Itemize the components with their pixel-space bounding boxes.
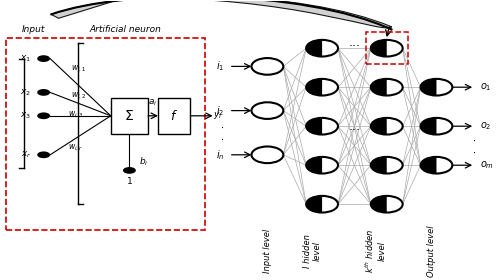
Wedge shape [371, 196, 386, 213]
Text: $w_{i,3}$: $w_{i,3}$ [68, 109, 83, 120]
Circle shape [306, 40, 338, 57]
Circle shape [371, 118, 402, 134]
Text: I hidden
level: I hidden level [302, 234, 322, 268]
Text: $\Sigma$: $\Sigma$ [124, 109, 134, 123]
Text: ...: ... [348, 36, 360, 50]
Text: $o_1$: $o_1$ [480, 81, 492, 93]
Text: $w_{i,r}$: $w_{i,r}$ [68, 143, 82, 153]
Circle shape [371, 79, 402, 95]
Wedge shape [371, 40, 386, 57]
Text: $i_1$: $i_1$ [216, 59, 224, 73]
Circle shape [420, 79, 452, 95]
Text: $x_r$: $x_r$ [20, 150, 31, 160]
Circle shape [420, 118, 452, 134]
Text: ...: ... [348, 120, 360, 133]
Text: $y_i$: $y_i$ [213, 110, 222, 121]
Wedge shape [371, 118, 386, 134]
Text: Input level: Input level [263, 229, 272, 273]
Text: $\cdot$
$\cdot$: $\cdot$ $\cdot$ [220, 122, 224, 144]
Text: $x_3$: $x_3$ [20, 111, 31, 121]
Circle shape [37, 151, 50, 158]
FancyBboxPatch shape [158, 98, 190, 134]
Circle shape [123, 167, 136, 174]
Text: $w_{i,2}$: $w_{i,2}$ [71, 91, 86, 101]
Text: $k^{th}$ hidden
level: $k^{th}$ hidden level [364, 229, 386, 273]
Wedge shape [306, 40, 322, 57]
Wedge shape [306, 157, 322, 174]
Text: $o_m$: $o_m$ [480, 159, 494, 171]
Text: $i_n$: $i_n$ [216, 148, 224, 162]
Text: $o_2$: $o_2$ [480, 120, 491, 132]
Wedge shape [420, 118, 436, 134]
Circle shape [420, 157, 452, 174]
Wedge shape [371, 79, 386, 95]
Text: $f$: $f$ [170, 109, 178, 123]
Wedge shape [306, 118, 322, 134]
Circle shape [252, 58, 284, 75]
Wedge shape [306, 196, 322, 213]
Wedge shape [306, 79, 322, 95]
Circle shape [37, 55, 50, 62]
Circle shape [252, 102, 284, 119]
Text: $w_{i,1}$: $w_{i,1}$ [71, 64, 86, 74]
Text: $x_2$: $x_2$ [20, 87, 31, 98]
Circle shape [306, 196, 338, 213]
Circle shape [306, 157, 338, 174]
Text: Output level: Output level [428, 225, 436, 277]
Text: $a_i$: $a_i$ [148, 97, 158, 108]
Wedge shape [420, 157, 436, 174]
Text: Input: Input [22, 25, 46, 34]
Wedge shape [371, 157, 386, 174]
Circle shape [371, 157, 402, 174]
FancyBboxPatch shape [111, 98, 148, 134]
Circle shape [37, 89, 50, 96]
Circle shape [371, 40, 402, 57]
Circle shape [306, 79, 338, 95]
Text: $b_i$: $b_i$ [140, 155, 149, 167]
Text: $i_2$: $i_2$ [216, 104, 224, 118]
PathPatch shape [51, 0, 392, 28]
Circle shape [371, 196, 402, 213]
Text: $\cdot$
$\cdot$: $\cdot$ $\cdot$ [472, 135, 476, 157]
Text: $x_1$: $x_1$ [20, 53, 31, 64]
Circle shape [306, 118, 338, 134]
Wedge shape [420, 79, 436, 95]
Text: $1$: $1$ [126, 175, 133, 186]
Circle shape [37, 113, 50, 119]
Text: Artificial neuron: Artificial neuron [90, 25, 162, 34]
Circle shape [252, 146, 284, 163]
